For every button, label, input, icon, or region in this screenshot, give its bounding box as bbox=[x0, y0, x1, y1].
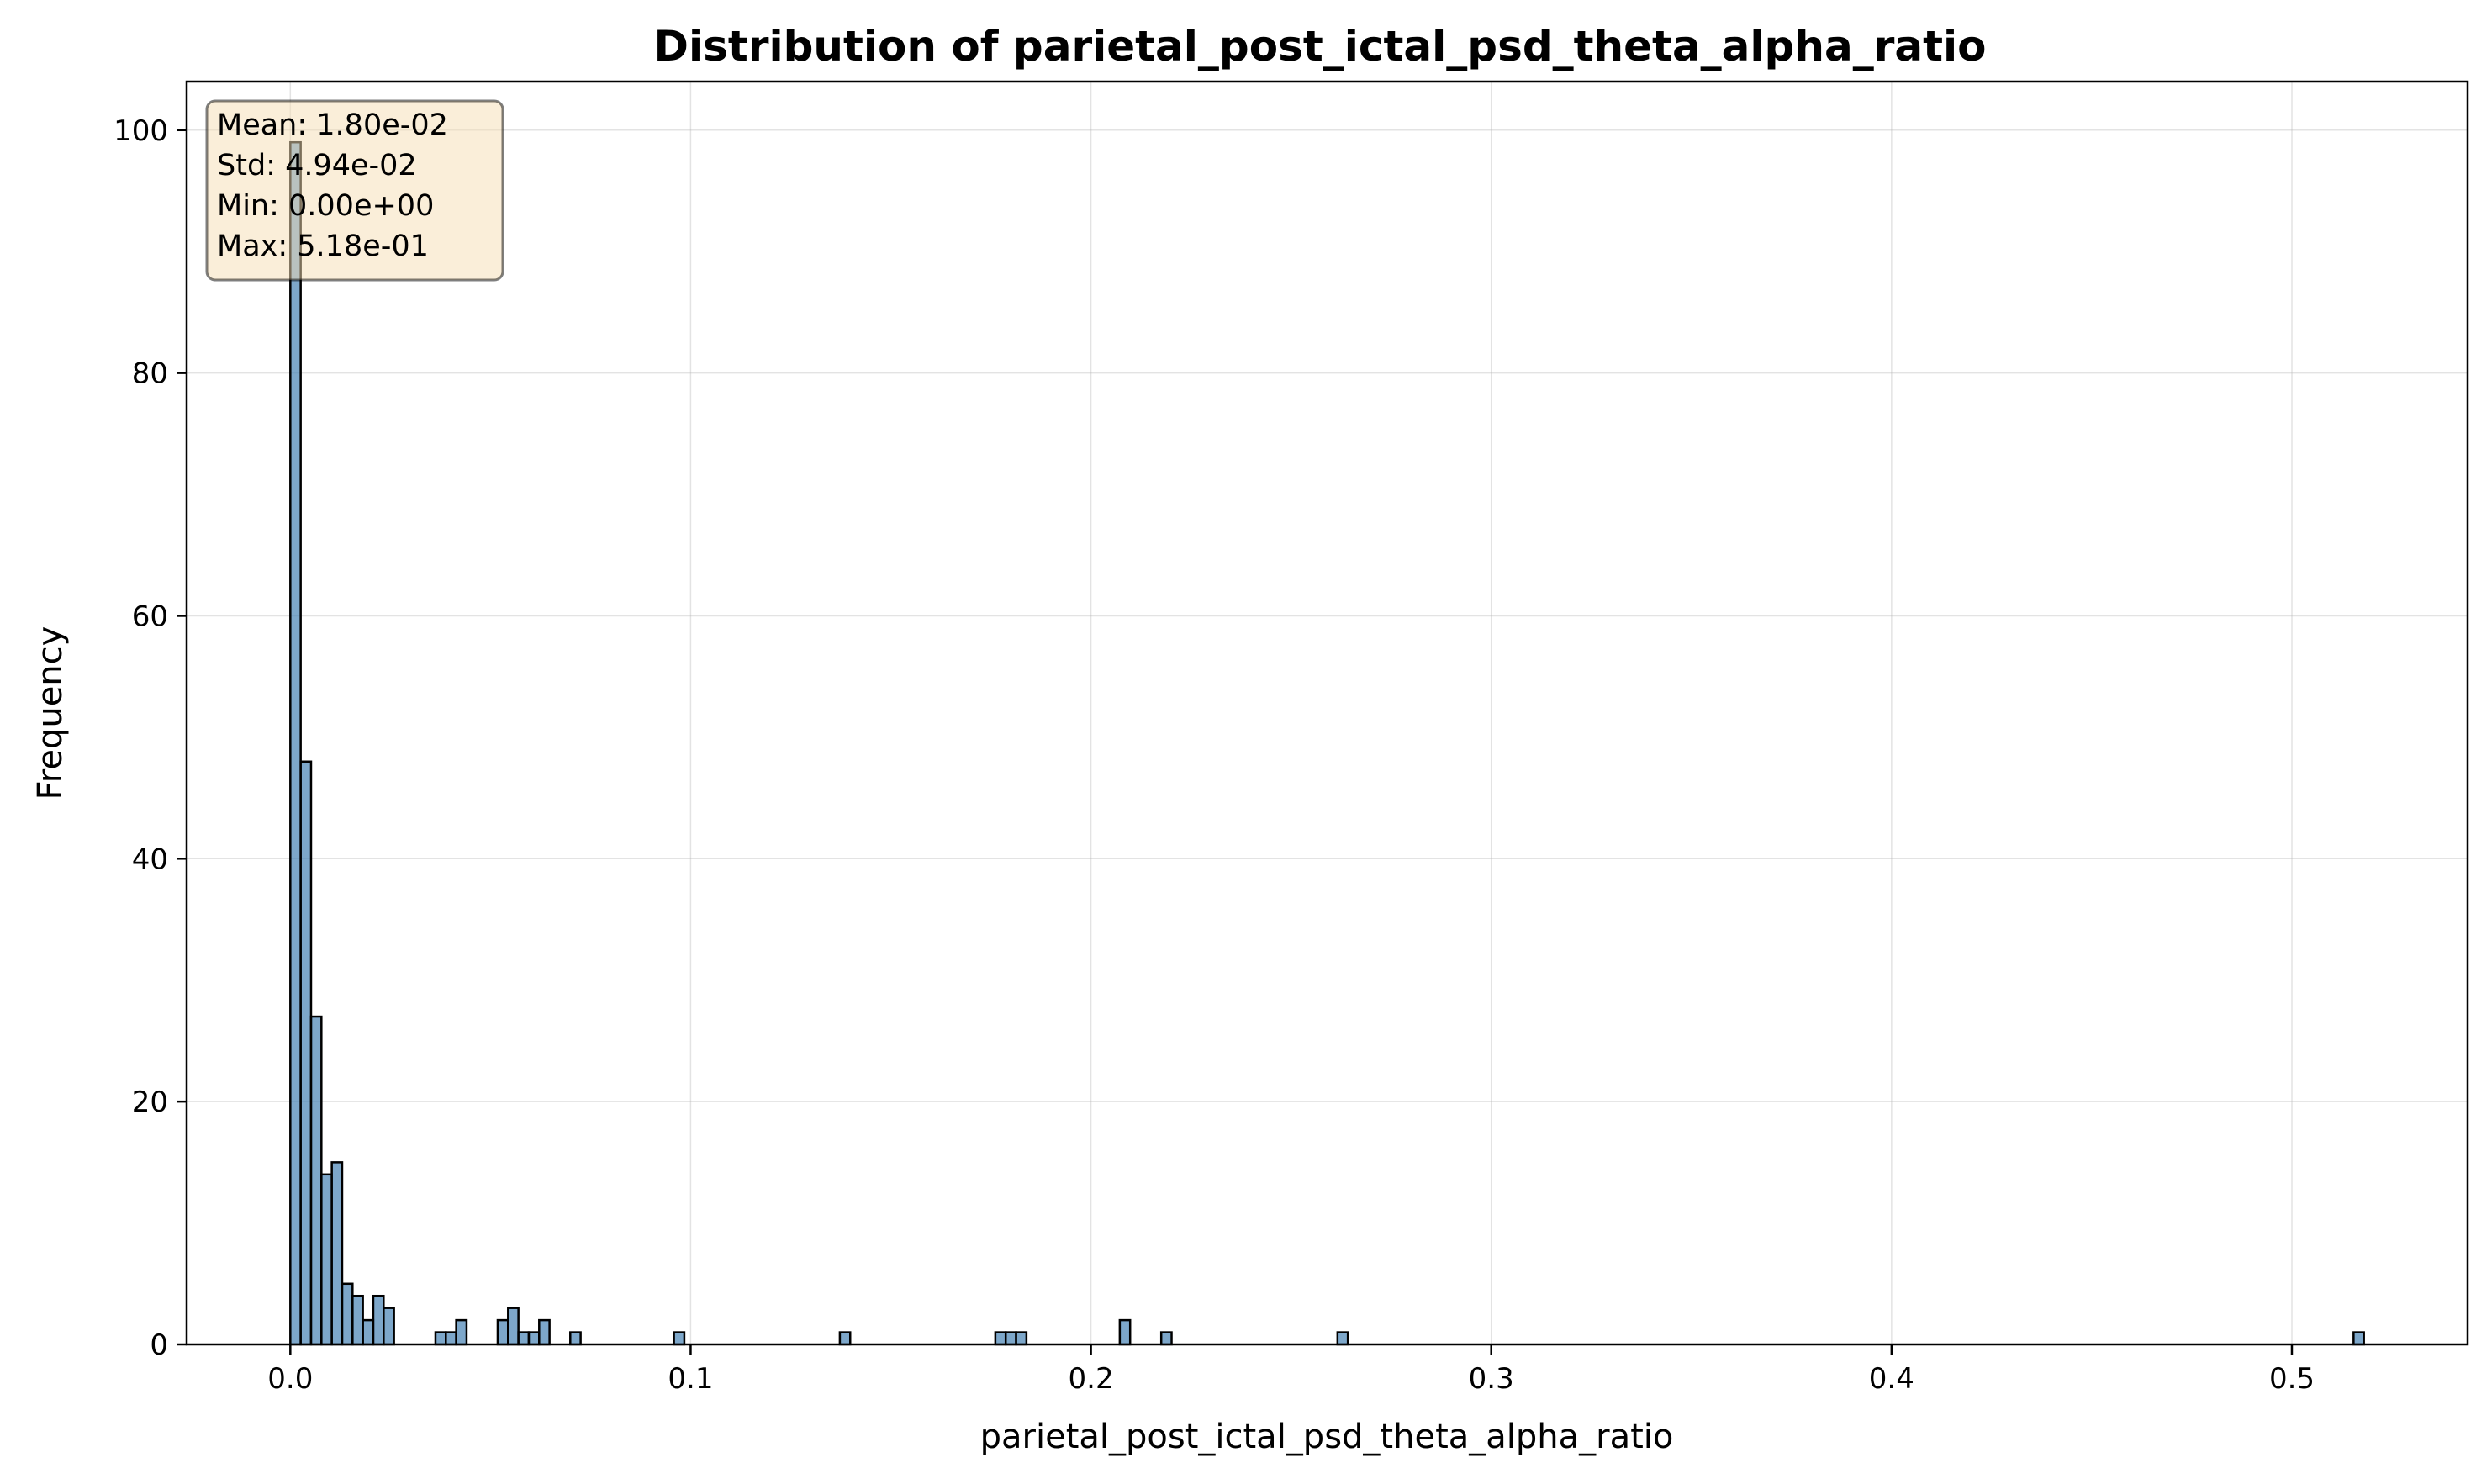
histogram-bar bbox=[351, 1294, 364, 1346]
histogram-bar bbox=[1015, 1331, 1028, 1346]
stats-min: Min: 0.00e+00 bbox=[217, 189, 434, 223]
y-tick-label: 100 bbox=[114, 114, 168, 148]
x-axis-label: parietal_post_ictal_psd_theta_alpha_rati… bbox=[980, 1418, 1674, 1456]
histogram-bar bbox=[517, 1331, 531, 1346]
y-tick-label: 60 bbox=[132, 599, 168, 633]
chart-title: Distribution of parietal_post_ictal_psd_… bbox=[654, 22, 1987, 71]
plot-frame bbox=[185, 80, 2469, 1346]
x-axis-ticks: 0.0 0.1 0.2 0.3 0.4 0.5 bbox=[267, 1344, 2315, 1396]
x-tick-label: 0.2 bbox=[1069, 1362, 1114, 1396]
histogram-bar bbox=[673, 1331, 686, 1346]
histogram-bar bbox=[455, 1318, 468, 1346]
histogram-bar bbox=[383, 1307, 395, 1346]
histogram-bar bbox=[330, 1161, 344, 1346]
x-tick-label: 0.1 bbox=[668, 1362, 713, 1396]
histogram-bar bbox=[289, 140, 302, 1346]
histogram-bar bbox=[838, 1331, 852, 1346]
histogram-bar bbox=[2352, 1331, 2365, 1346]
x-tick-label: 0.4 bbox=[1869, 1362, 1914, 1396]
y-axis-ticks: 0 20 40 60 80 100 bbox=[114, 114, 187, 1362]
histogram-bar bbox=[569, 1331, 582, 1346]
histogram-bar bbox=[507, 1307, 520, 1346]
stats-mean: Mean: 1.80e-02 bbox=[217, 108, 448, 142]
y-tick-label: 0 bbox=[150, 1328, 168, 1362]
histogram-bar bbox=[362, 1318, 375, 1346]
stats-box-background bbox=[205, 99, 504, 282]
y-axis-label: Frequency bbox=[31, 626, 70, 800]
stats-max: Max: 5.18e-01 bbox=[217, 230, 429, 263]
histogram-bar bbox=[1159, 1331, 1173, 1346]
histogram-bar bbox=[1118, 1318, 1132, 1346]
histogram-bar bbox=[445, 1331, 457, 1346]
histogram-bar bbox=[434, 1331, 447, 1346]
histogram-bar bbox=[538, 1318, 551, 1346]
stats-box: Mean: 1.80e-02 Std: 4.94e-02 Min: 0.00e+… bbox=[205, 99, 504, 282]
x-tick-label: 0.5 bbox=[2269, 1362, 2315, 1396]
histogram-bar bbox=[1336, 1331, 1349, 1346]
y-tick-label: 20 bbox=[132, 1085, 168, 1119]
histogram-bar bbox=[496, 1318, 509, 1346]
histogram-bar bbox=[341, 1282, 354, 1346]
histogram-bar bbox=[527, 1331, 541, 1346]
x-tick-label: 0.0 bbox=[267, 1362, 313, 1396]
y-tick-label: 40 bbox=[132, 842, 168, 876]
histogram-bar bbox=[1004, 1331, 1017, 1346]
histogram-bar bbox=[309, 1015, 323, 1346]
histogram-bar bbox=[372, 1294, 385, 1346]
x-tick-label: 0.3 bbox=[1469, 1362, 1514, 1396]
histogram-bar bbox=[299, 760, 313, 1346]
y-tick-label: 80 bbox=[132, 357, 168, 391]
histogram-bar bbox=[994, 1331, 1007, 1346]
stats-std: Std: 4.94e-02 bbox=[217, 149, 417, 182]
histogram-bar bbox=[320, 1173, 333, 1346]
